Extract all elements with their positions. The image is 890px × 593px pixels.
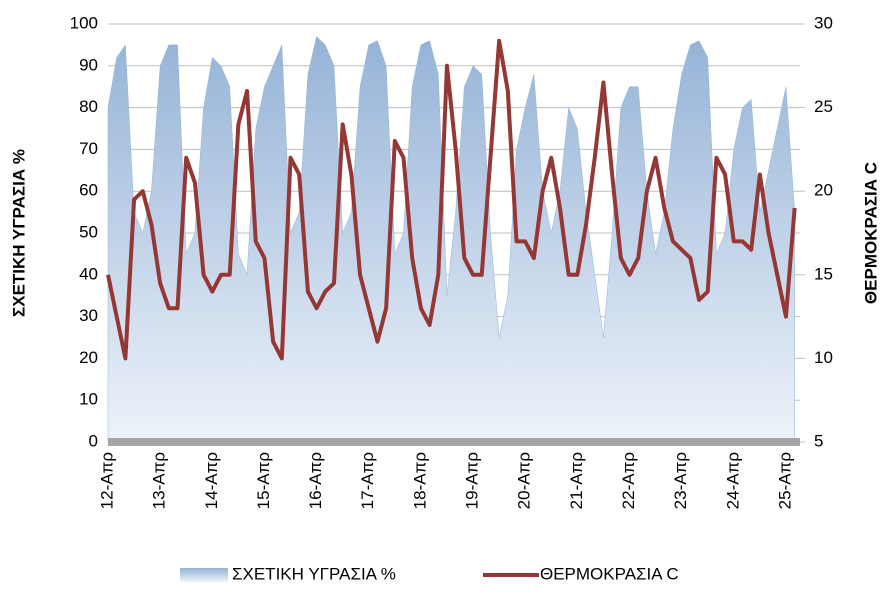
floor — [108, 438, 800, 446]
y-tick-label: 10 — [79, 390, 98, 409]
y-tick-label: 90 — [79, 55, 98, 74]
x-tick-label: 18-Απρ — [410, 452, 429, 509]
x-tick-label: 24-Απρ — [723, 452, 742, 509]
y-axis-title: ΣΧΕΤΙΚΗ ΥΓΡΑΣΙΑ % — [9, 149, 28, 317]
legend-swatch — [180, 568, 228, 582]
y2-tick-label: 20 — [814, 181, 833, 200]
y-tick-label: 30 — [79, 306, 98, 325]
humidity-area — [107, 36, 795, 443]
y2-tick-label: 25 — [814, 97, 833, 116]
y-tick-label: 20 — [79, 348, 98, 367]
y2-axis-title: ΘΕΡΜΟΚΡΑΣΙΑ C — [861, 162, 880, 304]
y-tick-label: 40 — [79, 264, 98, 283]
y2-tick-label: 15 — [814, 264, 833, 283]
y2-tick-label: 5 — [814, 431, 823, 450]
x-tick-label: 14-Απρ — [202, 452, 221, 509]
temperature-line — [106, 38, 797, 361]
x-tick-label: 21-Απρ — [567, 452, 586, 509]
labels: 0 10 20 30 40 50 60 70 80 90 100 5 10 15 20 25 30 12-Απρ 1… — [70, 13, 833, 583]
y-tick-label: 70 — [79, 139, 98, 158]
y-tick-label: 100 — [70, 13, 98, 32]
y2-tick-label: 10 — [814, 348, 833, 367]
x-tick-label: 13-Απρ — [150, 452, 169, 509]
y-tick-label: 80 — [79, 97, 98, 116]
legend-label: ΘΕΡΜΟΚΡΑΣΙΑ C — [540, 564, 679, 583]
legend-label: ΣΧΕΤΙΚΗ ΥΓΡΑΣΙΑ % — [232, 564, 396, 583]
x-tick-label: 23-Απρ — [671, 452, 690, 509]
x-tick-label: 19-Απρ — [463, 452, 482, 509]
line-layer — [106, 38, 797, 361]
x-tick-label: 25-Απρ — [775, 452, 794, 509]
y-tick-label: 60 — [79, 181, 98, 200]
y-tick-label: 0 — [89, 431, 98, 450]
y2-tick-label: 30 — [814, 13, 833, 32]
y-tick-label: 50 — [79, 222, 98, 241]
x-tick-label: 17-Απρ — [358, 452, 377, 509]
x-tick-label: 20-Απρ — [515, 452, 534, 509]
area-layer — [107, 36, 795, 443]
x-tick-label: 16-Απρ — [306, 452, 325, 509]
x-tick-label: 22-Απρ — [619, 452, 638, 509]
x-tick-label: 12-Απρ — [97, 452, 116, 509]
x-tick-label: 15-Απρ — [254, 452, 273, 509]
